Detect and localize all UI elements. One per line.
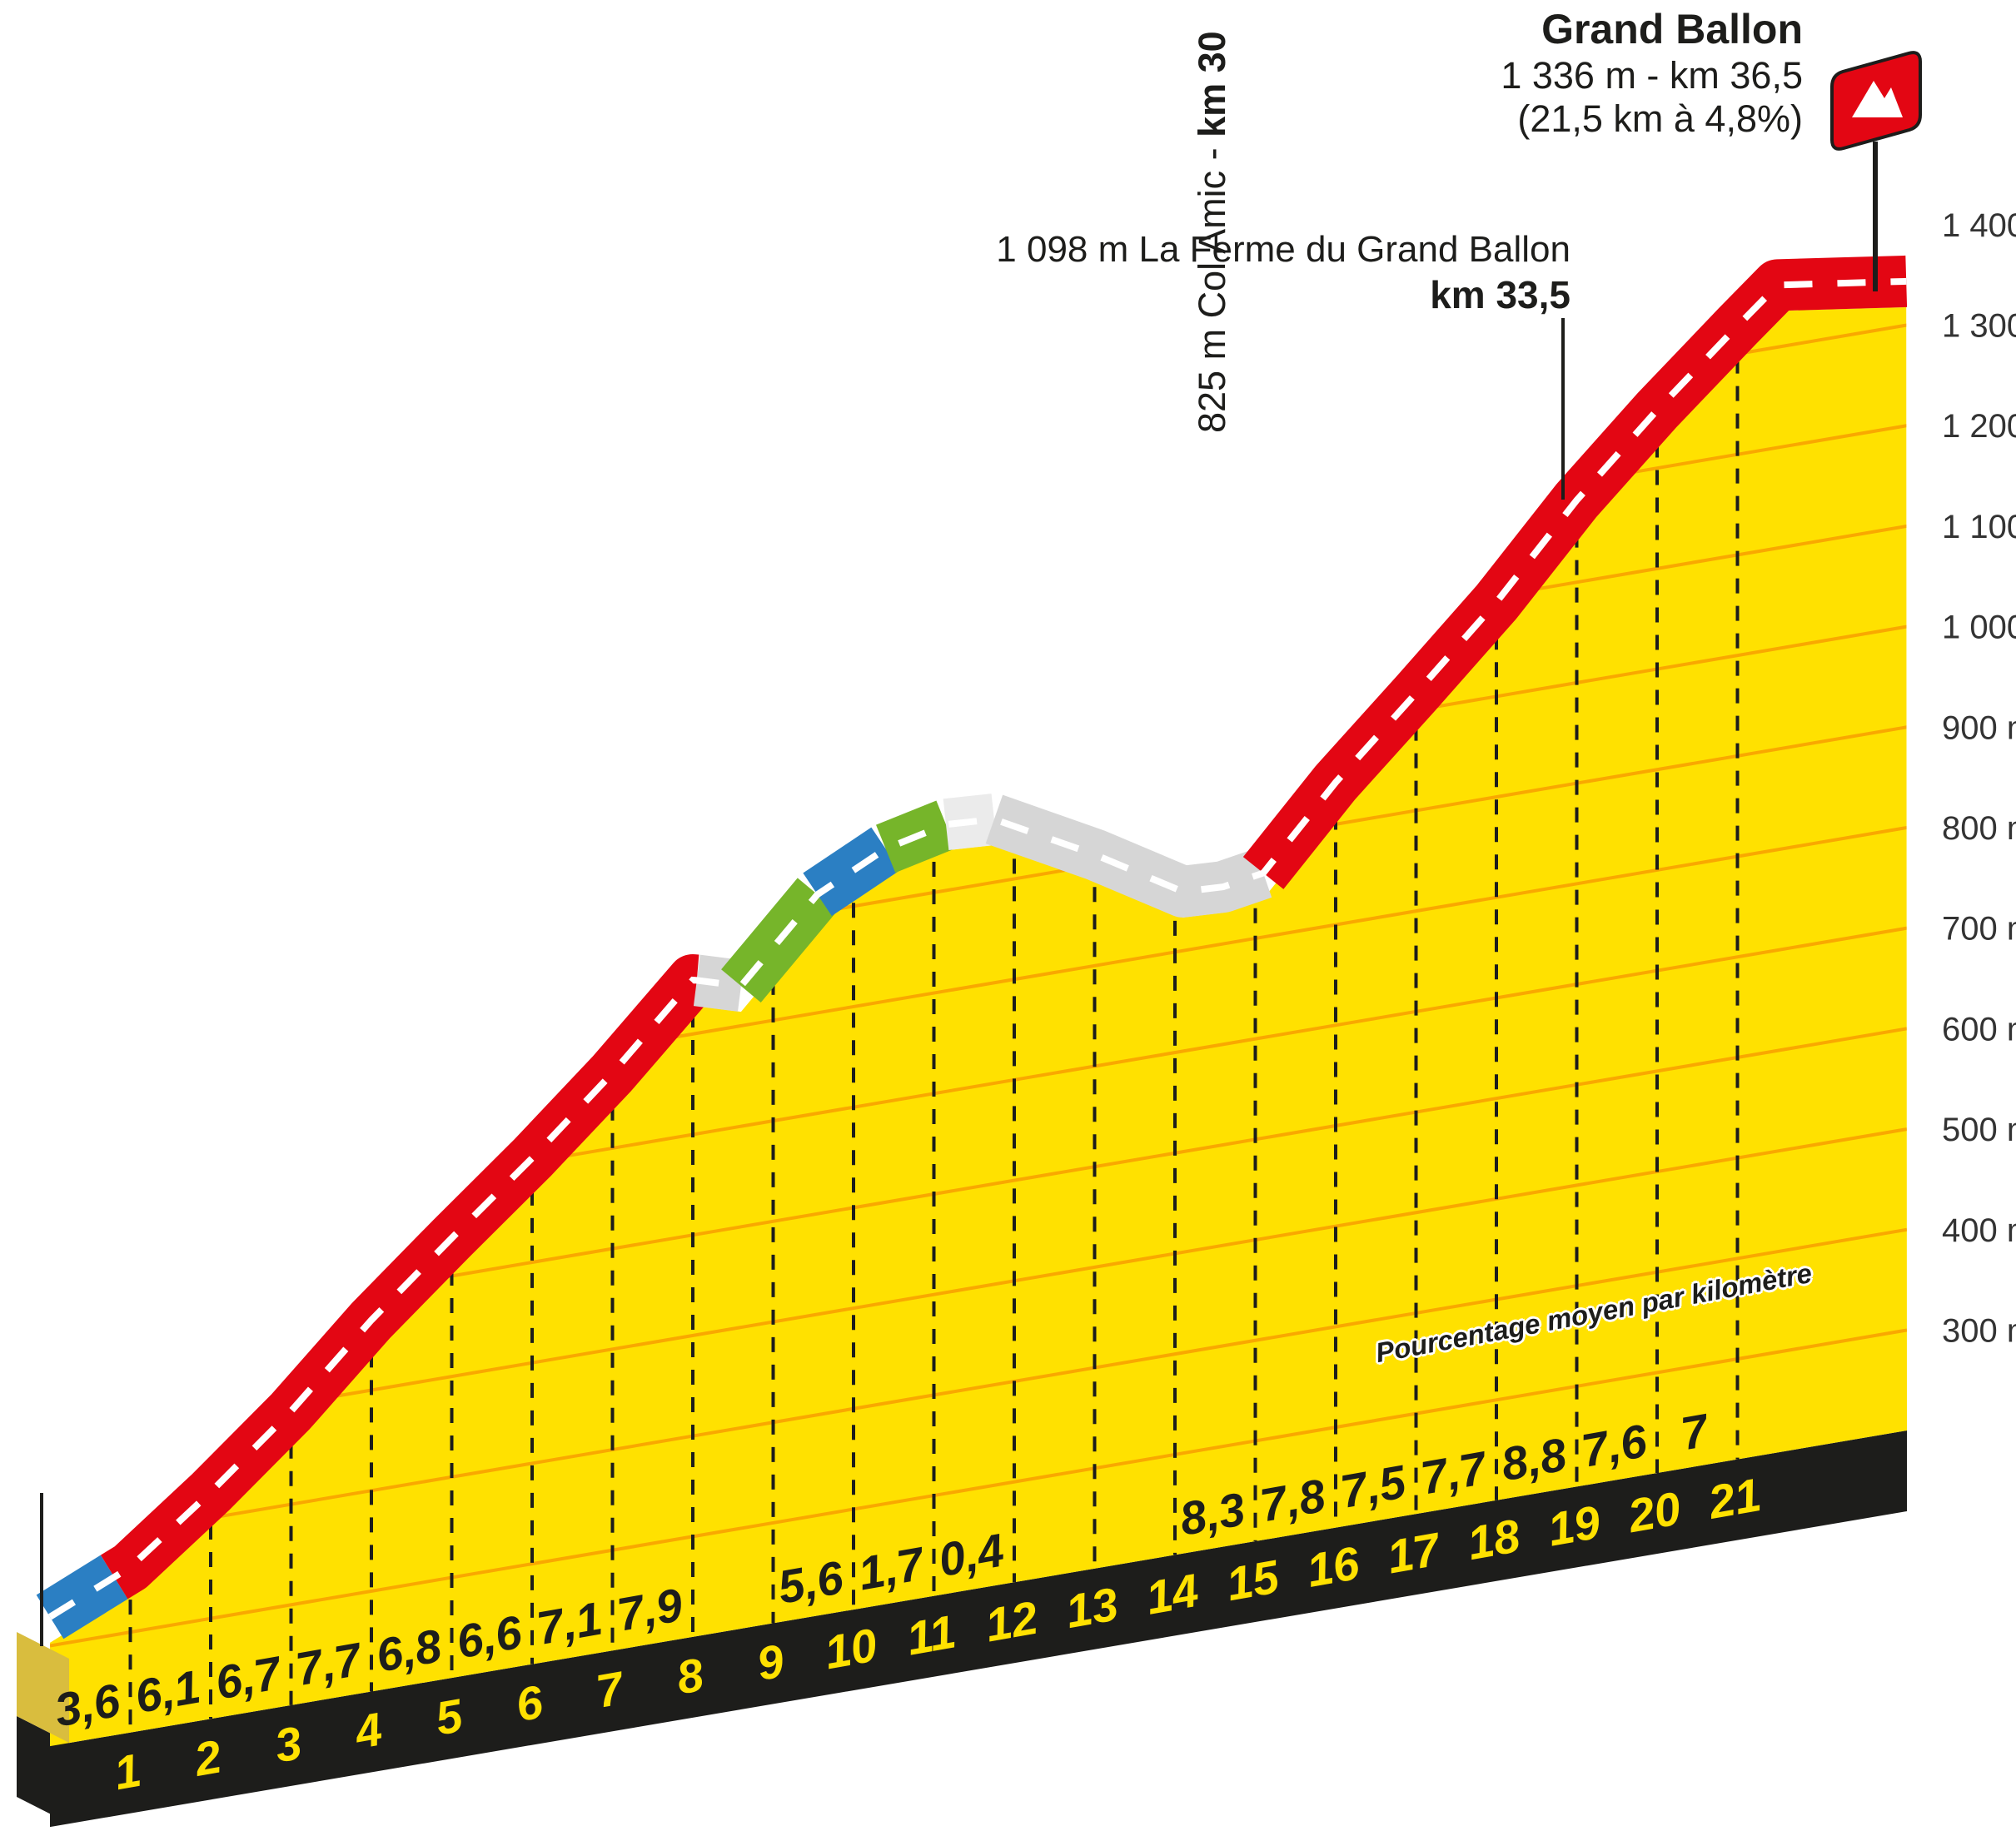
gradient-km-20: 7,6	[1578, 1414, 1651, 1477]
km-number-10: 10	[820, 1618, 880, 1679]
start-label-block: 303 m UFFHOLTZ - km 15 Pied de Col	[0, 595, 5, 1086]
km-number-13: 13	[1062, 1577, 1122, 1638]
km-number-11: 11	[903, 1605, 959, 1664]
start-subtitle: Pied de Col	[0, 743, 4, 938]
axis-label-1400m: 1 400 m	[1942, 207, 2016, 244]
axis-label-800m: 800 m	[1942, 810, 2016, 847]
km-number-14: 14	[1142, 1564, 1202, 1625]
gradient-km-18: 7,7	[1417, 1441, 1492, 1505]
summit-title: Grand Ballon	[1541, 6, 1803, 52]
gradient-km-2: 6,1	[132, 1660, 205, 1724]
summit-flag	[1830, 51, 1922, 291]
gradient-km-1: 3,6	[51, 1674, 124, 1737]
road-centerline	[47, 277, 1907, 1620]
km-number-12: 12	[981, 1591, 1041, 1652]
gridline-500m	[50, 1127, 1907, 1447]
terrain-side-face	[17, 1632, 69, 1743]
gradient-km-6: 6,6	[453, 1605, 526, 1669]
gradient-km-10: 5,6	[774, 1550, 848, 1614]
axis-label-900m: 900 m	[1942, 709, 2016, 746]
road-ribbon	[36, 255, 1908, 1639]
summit-label-block: Grand Ballon 1 336 m - km 36,5 (21,5 km …	[1501, 5, 1803, 142]
elevation-axis: 1 400 m 1 300 m 1 200 m 1 100 m 1 000 m 900 m…	[1942, 207, 2016, 1350]
gradient-km-12: 0,4	[935, 1523, 1008, 1586]
gridline-300m	[50, 1328, 1907, 1648]
axis-label-400m: 400 m	[1942, 1212, 2016, 1249]
km-number-18: 18	[1463, 1509, 1524, 1570]
axis-label-500m: 500 m	[1942, 1112, 2016, 1148]
gradient-km-19: 8,8	[1497, 1427, 1570, 1490]
la-ferme-label-block: 1 098 m La Ferme du Grand Ballon km 33,5	[996, 228, 1570, 318]
gradient-km-7: 7,1	[533, 1591, 606, 1654]
km-number-16: 16	[1302, 1536, 1363, 1597]
km-number-21: 21	[1704, 1468, 1765, 1529]
terrain-area	[50, 306, 1907, 1747]
km-number-20: 20	[1623, 1481, 1684, 1542]
axis-label-1200m: 1 200 m	[1942, 408, 2016, 445]
axis-label-1100m: 1 100 m	[1942, 509, 2016, 545]
la-ferme-km: km 33,5	[1430, 272, 1570, 316]
la-ferme-name: 1 098 m La Ferme du Grand Ballon	[996, 229, 1570, 270]
gradient-km-15: 8,3	[1176, 1482, 1249, 1545]
gradient-km-3: 6,7	[212, 1646, 286, 1709]
axis-label-300m: 300 m	[1942, 1312, 2016, 1349]
axis-label-600m: 600 m	[1942, 1011, 2016, 1047]
gradient-km-8: 7,9	[614, 1578, 687, 1641]
gradient-km-16: 7,8	[1257, 1469, 1330, 1532]
axis-label-1000m: 1 000 m	[1942, 610, 2016, 646]
gradient-km-11: 1,7	[854, 1536, 929, 1600]
col-amic-label: 825 m Col Amic - km 30	[1191, 31, 1233, 433]
axis-label-1300m: 1 300 m	[1942, 307, 2016, 344]
gradient-labels: 3,6 6,1 6,7 7,7 6,8 6,6 7,1 7,9 5,6 1,7 0,48,3 7,8 7…	[51, 1403, 1714, 1736]
km-number-15: 15	[1222, 1550, 1283, 1610]
km-number-19: 19	[1544, 1495, 1604, 1556]
gradient-km-5: 6,8	[372, 1619, 446, 1682]
km-number-17: 17	[1383, 1522, 1446, 1583]
mountain-icon	[1852, 81, 1903, 117]
axis-label-700m: 700 m	[1942, 911, 2016, 948]
gradient-km-17: 7,5	[1337, 1455, 1410, 1518]
gradient-km-4: 7,7	[292, 1632, 367, 1695]
summit-length-gradient: (21,5 km à 4,8%)	[1517, 97, 1803, 141]
gridline-400m	[50, 1227, 1907, 1547]
km-gridlines	[128, 358, 1740, 1733]
summit-elevation-km: 1 336 m - km 36,5	[1501, 53, 1803, 97]
